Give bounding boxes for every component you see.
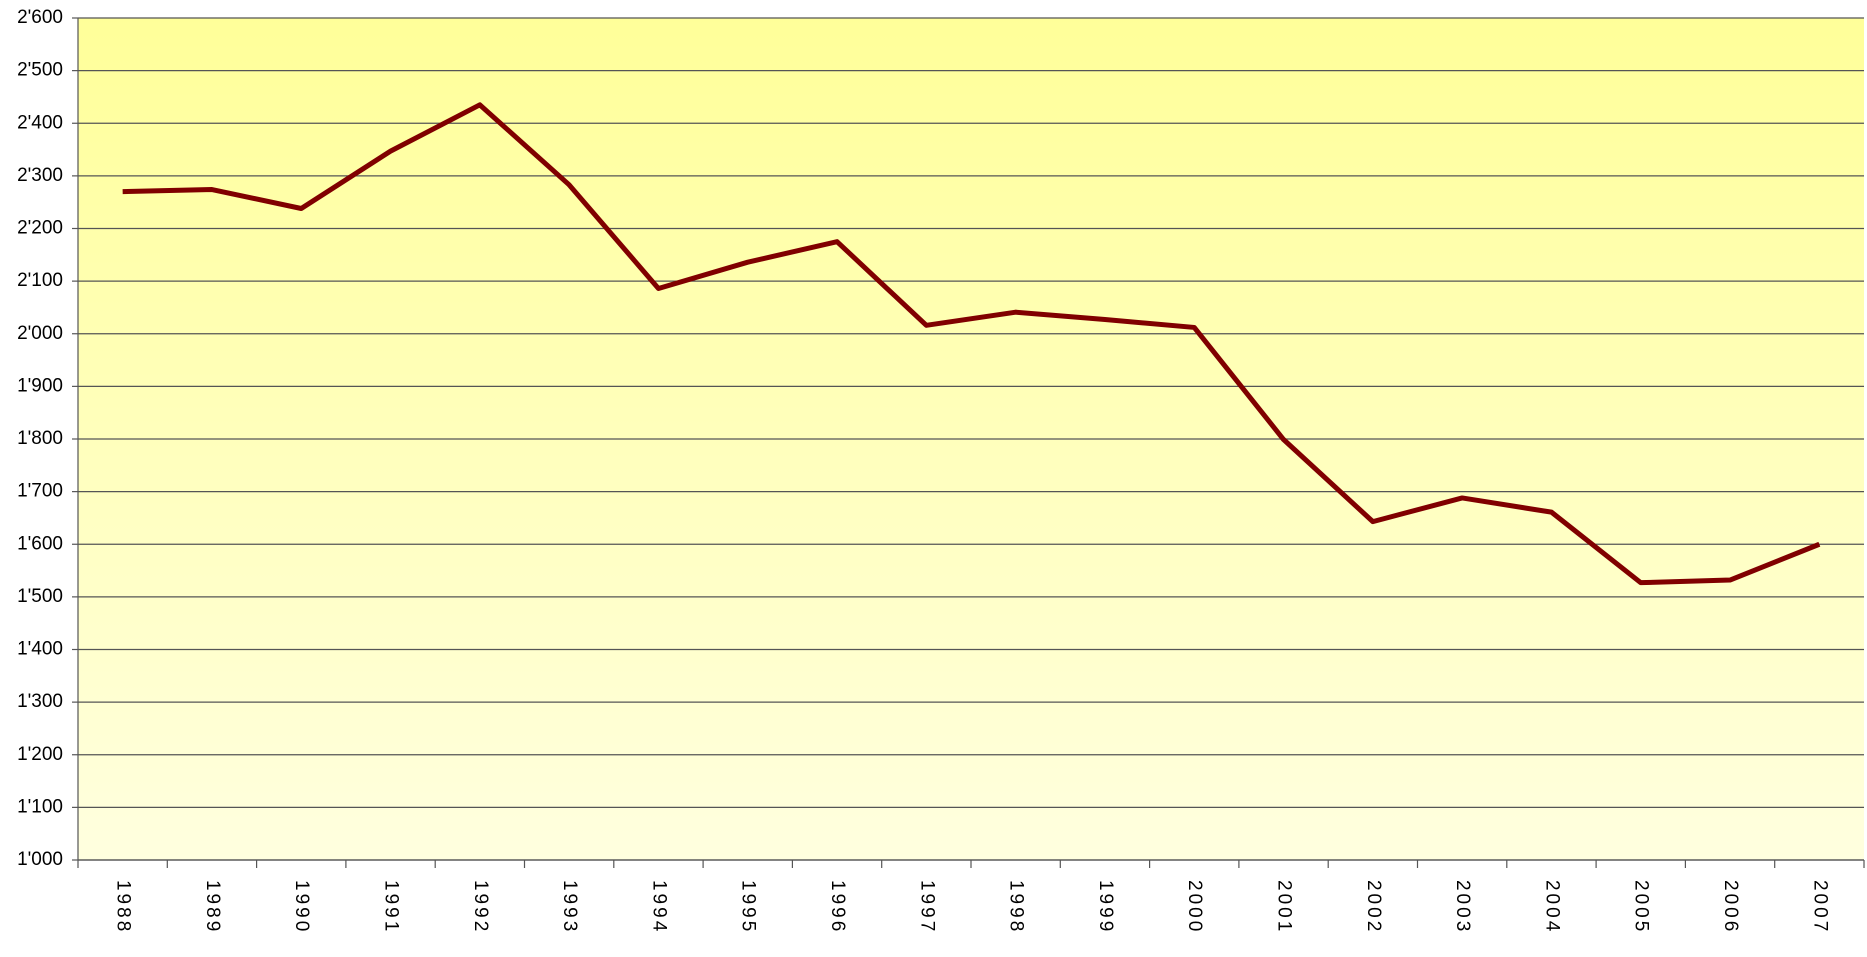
line-series (122, 102, 1821, 586)
x-tick-label: 1996 (827, 880, 848, 934)
x-tick-label: 2002 (1363, 880, 1384, 934)
x-tick-label: 2001 (1274, 880, 1295, 934)
x-tick-label: 2006 (1720, 880, 1741, 934)
x-tick-label: 2005 (1631, 880, 1652, 934)
y-tick-label: 2'600 (17, 7, 63, 28)
y-tick-label: 1'900 (17, 375, 63, 396)
x-tick-label: 2000 (1184, 880, 1205, 934)
y-tick-label: 1'100 (17, 796, 63, 817)
x-tick-label: 1993 (559, 880, 580, 934)
y-tick-label: 1'500 (17, 586, 63, 607)
y-tick-label: 1'600 (17, 533, 63, 554)
y-tick-label: 2'300 (17, 165, 63, 186)
y-tick-label: 2'400 (17, 112, 63, 133)
x-tick-label: 2004 (1541, 880, 1562, 934)
x-tick-label: 1995 (738, 880, 759, 934)
y-tick-label: 2'100 (17, 270, 63, 291)
x-tick-label: 1989 (202, 880, 223, 934)
y-tick-label: 2'200 (17, 218, 63, 239)
y-tick-label: 1'700 (17, 481, 63, 502)
x-tick-label: 1991 (381, 880, 402, 934)
x-tick-label: 1994 (648, 880, 669, 934)
y-tick-label: 2'500 (17, 60, 63, 81)
x-tick-label: 1992 (470, 880, 491, 934)
y-tick-label: 1'400 (17, 639, 63, 660)
x-tick-label: 2003 (1452, 880, 1473, 934)
x-tick-label: 1997 (916, 880, 937, 934)
y-tick-label: 1'000 (17, 849, 63, 870)
x-tick-label: 1998 (1006, 880, 1027, 934)
x-tick-label: 2007 (1809, 880, 1830, 934)
y-tick-label: 1'800 (17, 428, 63, 449)
y-tick-label: 1'200 (17, 744, 63, 765)
x-tick-label: 1988 (113, 880, 134, 934)
y-tick-label: 1'300 (17, 691, 63, 712)
x-tick-label: 1999 (1095, 880, 1116, 934)
x-tick-label: 1990 (291, 880, 312, 934)
y-tick-label: 2'000 (17, 323, 63, 344)
